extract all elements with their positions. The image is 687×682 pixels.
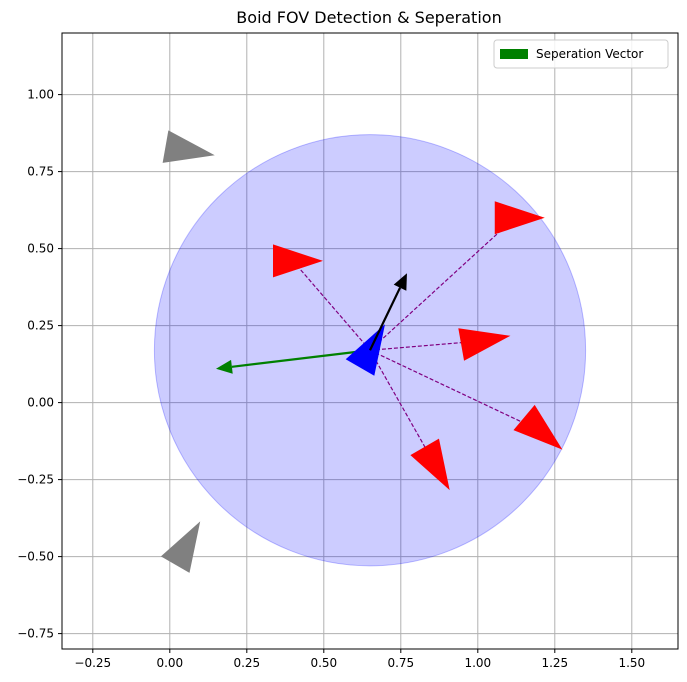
neighbor-boid-1 bbox=[273, 244, 323, 278]
connection-line-3 bbox=[369, 349, 540, 431]
x-tick-label-6: 1.25 bbox=[541, 656, 568, 670]
outside-boid-0 bbox=[162, 130, 215, 163]
separation-vector-shaft bbox=[231, 349, 371, 368]
y-tick-label-3: 0.00 bbox=[27, 396, 54, 410]
legend-label: Seperation Vector bbox=[536, 47, 643, 61]
x-tick-label-4: 0.75 bbox=[387, 656, 414, 670]
legend-box bbox=[493, 39, 669, 69]
x-tick-label-2: 0.25 bbox=[233, 656, 260, 670]
y-tick-label-7: 1.00 bbox=[27, 88, 54, 102]
connection-line-4 bbox=[369, 349, 436, 465]
neighbor-boid-0 bbox=[494, 201, 545, 235]
legend-swatch bbox=[500, 49, 528, 59]
x-tick-label-7: 1.50 bbox=[618, 656, 645, 670]
neighbor-boid-4 bbox=[410, 438, 450, 491]
x-tick-label-0: −0.25 bbox=[74, 656, 111, 670]
separation-vector-head bbox=[216, 359, 233, 374]
connection-line-1 bbox=[292, 260, 371, 351]
connection-line-0 bbox=[369, 217, 516, 351]
y-tick-label-0: −0.75 bbox=[17, 627, 54, 641]
plot-area: −0.25 0.00 0.25 0.50 0.75 1.00 1.25 1.50 −0.75 −0… bbox=[17, 32, 679, 670]
x-tick-label-5: 1.00 bbox=[464, 656, 491, 670]
y-tick-label-1: −0.50 bbox=[17, 550, 54, 564]
velocity-arrow-shaft bbox=[369, 287, 402, 351]
outside-boid-1 bbox=[160, 521, 201, 573]
y-tick-label-2: −0.25 bbox=[17, 473, 54, 487]
x-tick-label-3: 0.50 bbox=[310, 656, 337, 670]
axes-frame bbox=[61, 32, 679, 650]
plot-content bbox=[153, 130, 587, 573]
neighbor-boid-3 bbox=[513, 404, 563, 450]
y-tick-label-4: 0.25 bbox=[27, 319, 54, 333]
y-tick-label-6: 0.75 bbox=[27, 165, 54, 179]
x-tick-label-1: 0.00 bbox=[156, 656, 183, 670]
velocity-arrow-head bbox=[393, 273, 407, 291]
neighbor-boid-2 bbox=[458, 328, 511, 361]
y-tick-label-5: 0.50 bbox=[27, 242, 54, 256]
chart-title: Boid FOV Detection & Seperation bbox=[236, 8, 501, 27]
